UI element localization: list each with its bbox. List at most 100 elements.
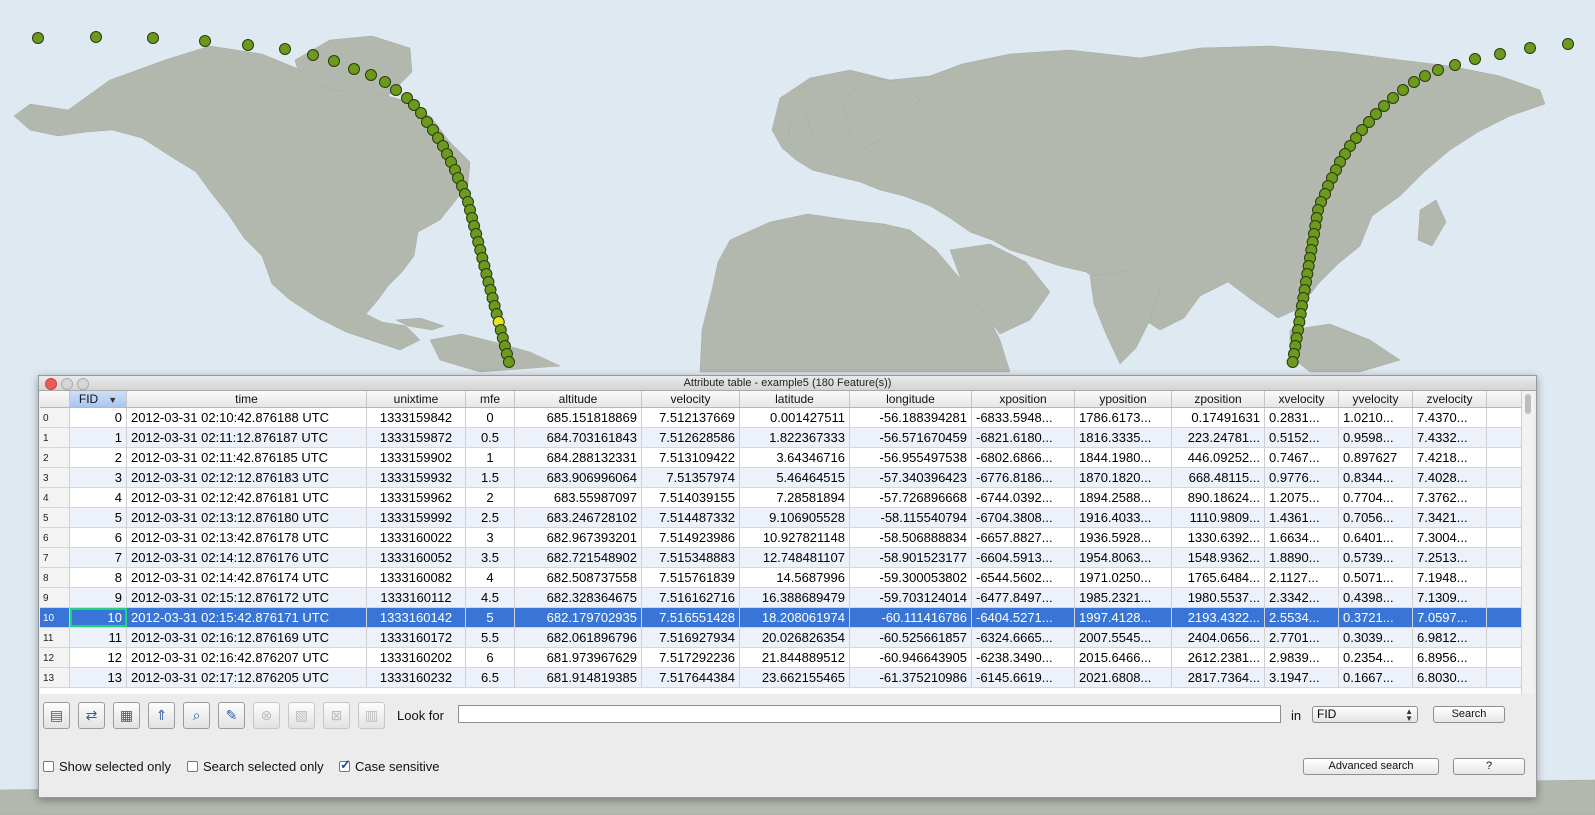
zoom-to-selection-button[interactable]: ⌕ <box>183 702 210 729</box>
cell-latitude[interactable]: 21.844889512 <box>740 648 850 667</box>
cell-xvelocity[interactable]: 0.9776... <box>1265 468 1339 487</box>
column-header-zposition[interactable]: zposition <box>1172 391 1265 407</box>
column-header-fid[interactable]: FID ▼ <box>70 391 127 407</box>
cell-mfe[interactable]: 1 <box>466 448 515 467</box>
cell-xposition[interactable]: -6477.8497... <box>972 588 1075 607</box>
attribute-grid[interactable]: FID ▼ time unixtime mfe altitude velocity latit… <box>40 391 1534 694</box>
cell-latitude[interactable]: 12.748481107 <box>740 548 850 567</box>
cell-time[interactable]: 2012-03-31 02:16:12.876169 UTC <box>127 628 367 647</box>
cell-xposition[interactable]: -6704.3808... <box>972 508 1075 527</box>
row-header[interactable]: 12 <box>40 648 70 667</box>
cell-altitude[interactable]: 682.721548902 <box>515 548 642 567</box>
cell-yposition[interactable]: 1844.1980... <box>1075 448 1172 467</box>
table-row[interactable]: 0 0 2012-03-31 02:10:42.876188 UTC 13331598… <box>40 408 1534 428</box>
toggle-editing-button[interactable]: ▤ <box>43 702 70 729</box>
header-corner[interactable] <box>40 391 70 407</box>
cell-zposition[interactable]: 2817.7364... <box>1172 668 1265 687</box>
cell-xvelocity[interactable]: 2.7701... <box>1265 628 1339 647</box>
cell-xposition[interactable]: -6802.6866... <box>972 448 1075 467</box>
column-header-altitude[interactable]: altitude <box>515 391 642 407</box>
cell-unixtime[interactable]: 1333160232 <box>367 668 466 687</box>
table-row[interactable]: 3 3 2012-03-31 02:12:12.876183 UTC 13331599… <box>40 468 1534 488</box>
cell-zposition[interactable]: 1548.9362... <box>1172 548 1265 567</box>
row-header[interactable]: 5 <box>40 508 70 527</box>
row-header[interactable]: 2 <box>40 448 70 467</box>
cell-xposition[interactable]: -6657.8827... <box>972 528 1075 547</box>
track-point[interactable] <box>408 99 420 111</box>
cell-fid[interactable]: 0 <box>70 408 127 427</box>
cell-mfe[interactable]: 0 <box>466 408 515 427</box>
cell-zvelocity[interactable]: 7.2513... <box>1413 548 1487 567</box>
checkbox-box[interactable] <box>187 761 198 772</box>
cell-yvelocity[interactable]: 0.5739... <box>1339 548 1413 567</box>
cell-xposition[interactable]: -6821.6180... <box>972 428 1075 447</box>
cell-zvelocity[interactable]: 7.3762... <box>1413 488 1487 507</box>
track-point[interactable] <box>1350 132 1362 144</box>
cell-zvelocity[interactable]: 7.4370... <box>1413 408 1487 427</box>
track-point[interactable] <box>1524 42 1536 54</box>
cell-xvelocity[interactable]: 2.3342... <box>1265 588 1339 607</box>
cell-velocity[interactable]: 7.513109422 <box>642 448 740 467</box>
cell-zposition[interactable]: 1765.6484... <box>1172 568 1265 587</box>
cell-xposition[interactable]: -6604.5913... <box>972 548 1075 567</box>
cell-mfe[interactable]: 4.5 <box>466 588 515 607</box>
cell-xposition[interactable]: -6544.5602... <box>972 568 1075 587</box>
cell-unixtime[interactable]: 1333159962 <box>367 488 466 507</box>
cell-yposition[interactable]: 1816.3335... <box>1075 428 1172 447</box>
cell-time[interactable]: 2012-03-31 02:15:12.876172 UTC <box>127 588 367 607</box>
cell-latitude[interactable]: 5.46464515 <box>740 468 850 487</box>
cell-velocity[interactable]: 7.514487332 <box>642 508 740 527</box>
cell-latitude[interactable]: 9.106905528 <box>740 508 850 527</box>
cell-yvelocity[interactable]: 0.2354... <box>1339 648 1413 667</box>
cell-zvelocity[interactable]: 6.8030... <box>1413 668 1487 687</box>
move-selection-top-button[interactable]: ⇑ <box>148 702 175 729</box>
cell-mfe[interactable]: 6 <box>466 648 515 667</box>
cell-altitude[interactable]: 681.914819385 <box>515 668 642 687</box>
track-point[interactable] <box>1494 48 1506 60</box>
cell-xvelocity[interactable]: 2.9839... <box>1265 648 1339 667</box>
cell-zvelocity[interactable]: 7.4332... <box>1413 428 1487 447</box>
track-point[interactable] <box>1286 356 1299 368</box>
cell-altitude[interactable]: 682.061896796 <box>515 628 642 647</box>
cell-zposition[interactable]: 668.48115... <box>1172 468 1265 487</box>
cell-longitude[interactable]: -60.525661857 <box>850 628 972 647</box>
cell-latitude[interactable]: 18.208061974 <box>740 608 850 627</box>
row-header[interactable]: 1 <box>40 428 70 447</box>
cell-xvelocity[interactable]: 2.5534... <box>1265 608 1339 627</box>
scrollbar-thumb[interactable] <box>1525 394 1531 414</box>
cell-longitude[interactable]: -59.703124014 <box>850 588 972 607</box>
cell-yposition[interactable]: 1971.0250... <box>1075 568 1172 587</box>
cell-xvelocity[interactable]: 0.5152... <box>1265 428 1339 447</box>
cell-longitude[interactable]: -57.726896668 <box>850 488 972 507</box>
cell-zposition[interactable]: 223.24781... <box>1172 428 1265 447</box>
cell-mfe[interactable]: 6.5 <box>466 668 515 687</box>
row-header[interactable]: 11 <box>40 628 70 647</box>
table-row[interactable]: 10 10 2012-03-31 02:15:42.876171 UTC 133316… <box>40 608 1534 628</box>
cell-unixtime[interactable]: 1333160052 <box>367 548 466 567</box>
table-row[interactable]: 8 8 2012-03-31 02:14:42.876174 UTC 13331600… <box>40 568 1534 588</box>
advanced-search-button[interactable]: Advanced search <box>1303 758 1439 775</box>
track-point[interactable] <box>1449 59 1461 71</box>
table-row[interactable]: 7 7 2012-03-31 02:14:12.876176 UTC 13331600… <box>40 548 1534 568</box>
track-point[interactable] <box>1378 100 1390 112</box>
cell-yposition[interactable]: 1997.4128... <box>1075 608 1172 627</box>
cell-yposition[interactable]: 1985.2321... <box>1075 588 1172 607</box>
cell-time[interactable]: 2012-03-31 02:13:12.876180 UTC <box>127 508 367 527</box>
cell-xvelocity[interactable]: 2.1127... <box>1265 568 1339 587</box>
cell-xposition[interactable]: -6833.5948... <box>972 408 1075 427</box>
cell-latitude[interactable]: 20.026826354 <box>740 628 850 647</box>
cell-velocity[interactable]: 7.512137669 <box>642 408 740 427</box>
cell-yposition[interactable]: 2021.6808... <box>1075 668 1172 687</box>
table-row[interactable]: 13 13 2012-03-31 02:17:12.876205 UTC 133316… <box>40 668 1534 688</box>
cell-mfe[interactable]: 0.5 <box>466 428 515 447</box>
row-header[interactable]: 9 <box>40 588 70 607</box>
cell-unixtime[interactable]: 1333160142 <box>367 608 466 627</box>
cell-yvelocity[interactable]: 0.3721... <box>1339 608 1413 627</box>
cell-altitude[interactable]: 684.288132331 <box>515 448 642 467</box>
column-header-time[interactable]: time <box>127 391 367 407</box>
cell-unixtime[interactable]: 1333159842 <box>367 408 466 427</box>
cell-yposition[interactable]: 2007.5545... <box>1075 628 1172 647</box>
column-header-yvelocity[interactable]: yvelocity <box>1339 391 1413 407</box>
cell-unixtime[interactable]: 1333160172 <box>367 628 466 647</box>
cell-yposition[interactable]: 2015.6466... <box>1075 648 1172 667</box>
